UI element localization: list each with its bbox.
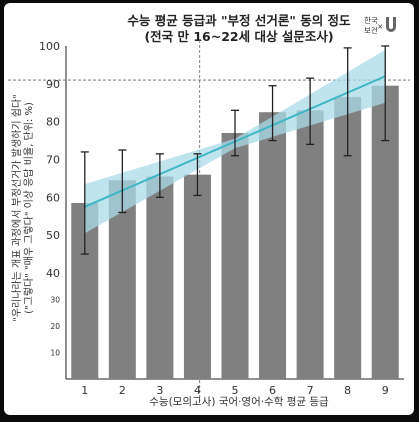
x-tick-label: 5: [232, 384, 239, 397]
error-bar-5: [231, 109, 239, 157]
publisher-logo: 한국 보건 ×: [364, 16, 396, 35]
x-tick-label: 3: [156, 384, 163, 397]
y-tick-label: 100: [39, 40, 60, 53]
y-tick-label: 90: [46, 78, 60, 91]
logo-text-3: ×: [377, 22, 383, 31]
bar-6: [259, 112, 287, 379]
bar-5: [221, 133, 249, 379]
y-tick-label: 20: [50, 322, 60, 331]
y-tick-label: 10: [50, 349, 60, 358]
x-tick-label: 7: [307, 384, 314, 397]
y-axis-label: "우리나라는 개표 과정에서 부정선거가 발생하기 쉽다": [10, 94, 23, 322]
error-bars: [80, 45, 390, 255]
chart-subtitle: (전국 만 16~22세 대상 설문조사): [144, 29, 333, 44]
error-bar-8: [343, 47, 352, 157]
magnet-icon: [386, 17, 396, 32]
error-bar-1: [80, 151, 89, 255]
error-bar-2: [118, 149, 127, 214]
logo-text-2: 보건: [364, 25, 378, 35]
error-bar-7: [306, 77, 315, 146]
chart-title: 수능 평균 등급과 "부정 선거론" 동의 정도: [127, 13, 351, 28]
error-bar-3: [155, 153, 164, 198]
x-tick-label: 2: [119, 384, 126, 397]
y-tick-label: 50: [46, 229, 60, 242]
bar-7: [296, 110, 324, 380]
x-tick-label: 4: [194, 384, 201, 397]
y-tick-label: 70: [46, 154, 60, 167]
bar-chart: 수능 평균 등급과 "부정 선거론" 동의 정도 (전국 만 16~22세 대상…: [8, 13, 410, 408]
x-axis-label: 수능(모의고사) 국어·영어·수학 평균 등급: [149, 396, 329, 408]
x-tick-label: 9: [382, 384, 389, 397]
error-bar-6: [268, 85, 277, 142]
error-bar-9: [381, 45, 390, 142]
error-bar-4: [193, 153, 202, 197]
bar-4: [183, 174, 211, 379]
y-tick-label: 40: [46, 267, 60, 280]
x-tick-label: 8: [344, 384, 351, 397]
x-tick-label: 6: [269, 384, 276, 397]
y-ticks: 40 50 60 70 80 90 100 10 20 30: [39, 40, 60, 358]
bar-3: [146, 176, 174, 379]
y-tick-label: 60: [46, 191, 60, 204]
y-axis-label-sub: ("그렇다" "매우 그렇다" 이상 응답 비율, 단위: %): [22, 102, 35, 314]
logo-text-1: 한국: [364, 16, 378, 25]
y-tick-label: 30: [50, 296, 60, 305]
x-ticks: 1 2 3 4 5 6 7 8 9: [81, 384, 388, 397]
chart-card: 수능 평균 등급과 "부정 선거론" 동의 정도 (전국 만 16~22세 대상…: [4, 3, 414, 415]
x-tick-label: 1: [81, 384, 88, 397]
y-tick-label: 80: [46, 116, 60, 129]
